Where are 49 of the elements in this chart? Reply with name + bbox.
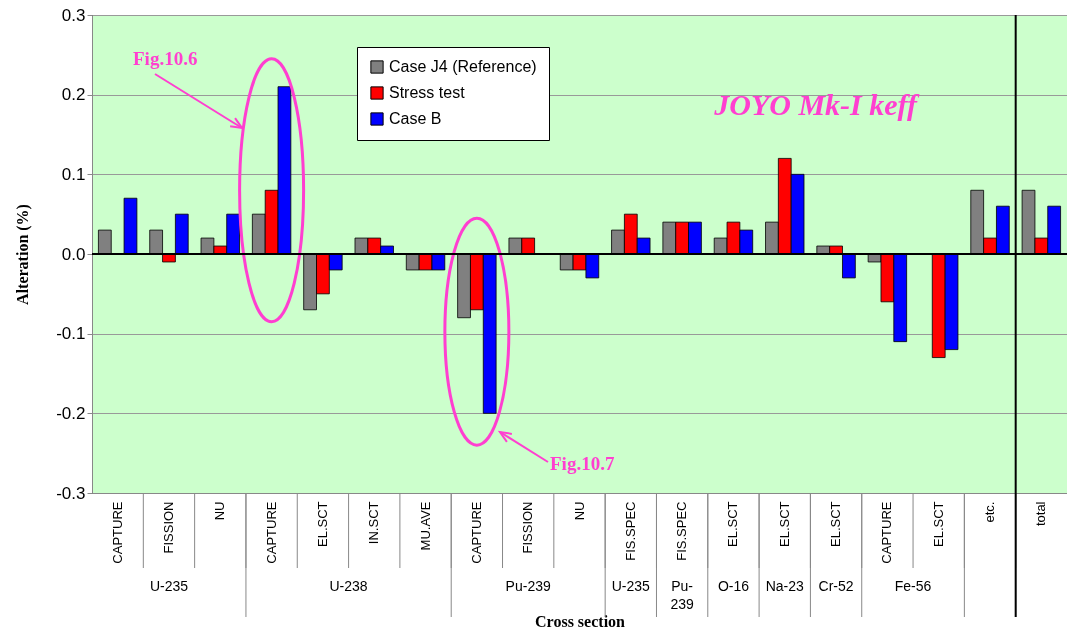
bar — [149, 229, 163, 255]
y-tick-label: -0.3 — [56, 483, 86, 503]
annotation: Fig.10.6 — [133, 48, 198, 69]
text: Fe-56 — [894, 578, 932, 594]
legend-label: Stress test — [389, 84, 466, 101]
x-tick-label: MU.AVE — [417, 501, 433, 551]
x-tick-label: EL.SCT — [314, 501, 330, 548]
text: U-235 — [611, 578, 651, 594]
text: Pu-239 — [505, 578, 551, 594]
text: O-16 — [717, 578, 750, 594]
x-tick-label: FISSION — [520, 501, 536, 554]
text: U-238 — [329, 578, 368, 594]
y-axis-title: Alteration (%) — [14, 204, 33, 305]
y-tick-label: -0.2 — [56, 403, 86, 423]
bar — [98, 229, 112, 255]
y-tick-label: -0.1 — [56, 324, 86, 344]
x-tick-label: etc. — [982, 501, 998, 523]
annotation: Fig.10.7 — [550, 453, 615, 474]
legend-label: Case J4 (Reference) — [389, 58, 537, 75]
x-tick-label: FIS.SPEC — [674, 501, 690, 561]
text: JOYO Mk-I keff — [713, 88, 921, 121]
x-tick-label: EL.SCT — [776, 501, 792, 548]
y-tick-label: 0.2 — [61, 85, 86, 105]
x-tick-label: FISSION — [160, 501, 176, 554]
x-tick-label: CAPTURE — [263, 501, 279, 564]
x-tick-label: EL.SCT — [725, 501, 741, 548]
legend-label: Case B — [389, 110, 442, 127]
y-tick-label: 0.0 — [61, 244, 86, 264]
y-tick-label: 0.3 — [61, 5, 86, 25]
text: Pu-239 — [670, 578, 695, 612]
x-tick-label: IN.SCT — [366, 501, 382, 545]
bar — [842, 253, 856, 279]
text: Cr-52 — [818, 578, 854, 594]
x-tick-label: EL.SCT — [930, 501, 946, 548]
x-tick-label: CAPTURE — [879, 501, 895, 564]
text: Na-23 — [765, 578, 805, 594]
bar — [162, 253, 176, 263]
x-tick-label: NU — [212, 501, 228, 521]
text: U-235 — [149, 578, 189, 594]
x-tick-label: FIS.SPEC — [622, 501, 638, 561]
x-axis-title: Cross section — [535, 612, 626, 630]
x-tick-label: EL.SCT — [828, 501, 844, 548]
x-tick-label: CAPTURE — [468, 501, 484, 564]
bar — [174, 213, 189, 255]
x-tick-label: NU — [571, 501, 587, 521]
y-tick-label: 0.1 — [61, 164, 86, 184]
x-tick-label: total — [1033, 501, 1049, 527]
bar — [123, 197, 138, 255]
x-tick-label: CAPTURE — [109, 501, 125, 564]
